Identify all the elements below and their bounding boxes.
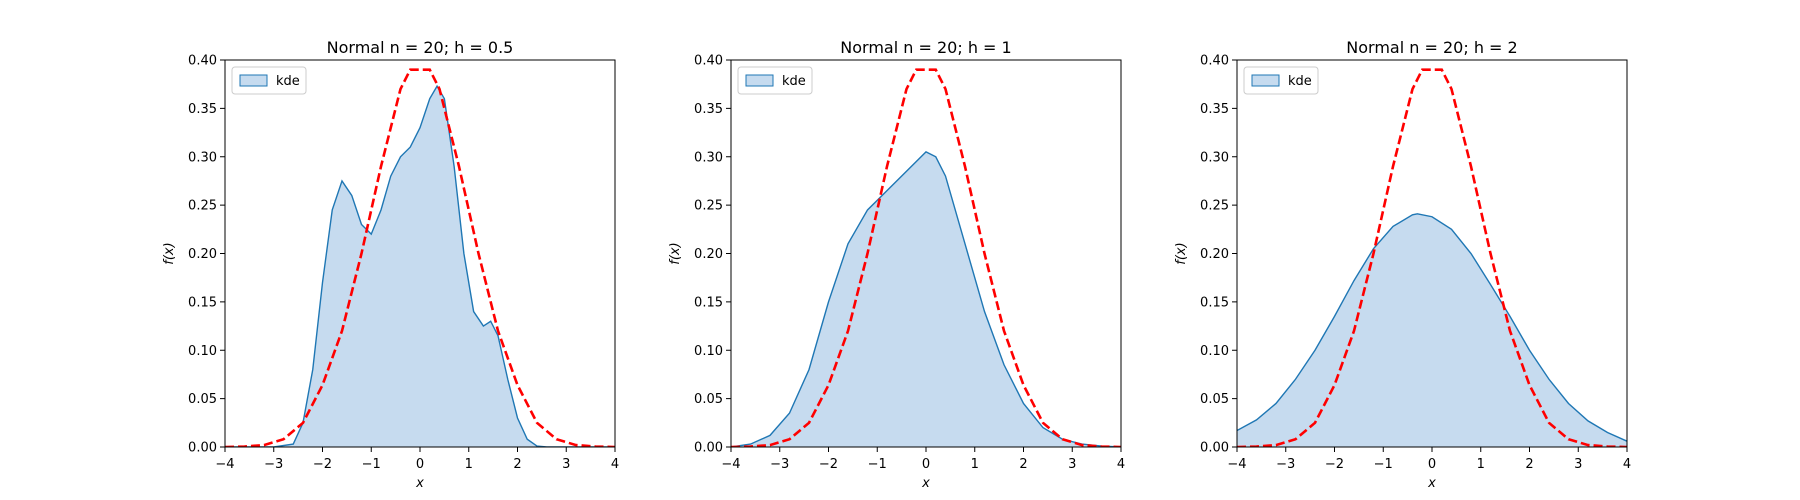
legend: kde [1243, 66, 1319, 95]
kde-curve-line [1237, 213, 1627, 442]
x-tick-label: −2 [1325, 457, 1344, 472]
y-tick-label: 0.30 [694, 150, 723, 165]
y-tick-label: 0.10 [1200, 344, 1229, 359]
legend-box [737, 66, 813, 95]
kde-area-fill [1237, 213, 1627, 447]
chart-title: Normal n = 20; h = 2 [1346, 38, 1517, 57]
y-tick-label: 0.00 [1200, 441, 1229, 456]
y-tick-label: 0.20 [694, 247, 723, 262]
kde-curve-line [225, 84, 615, 447]
x-tick-label: −3 [264, 457, 283, 472]
y-axis-label: f(x) [162, 242, 177, 264]
legend-label: kde [276, 74, 300, 89]
x-tick-label: 2 [1019, 457, 1027, 472]
x-tick-label: 2 [1525, 457, 1533, 472]
x-tick-label: 1 [465, 457, 473, 472]
legend-swatch [745, 74, 774, 87]
y-tick-label: 0.40 [188, 54, 217, 69]
chart-title: Normal n = 20; h = 1 [840, 38, 1011, 57]
x-tick-label: 4 [611, 457, 619, 472]
x-axis-label: x [1427, 476, 1436, 491]
y-tick-label: 0.25 [694, 199, 723, 214]
x-tick-label: 3 [1574, 457, 1582, 472]
legend-box [1243, 66, 1319, 95]
y-tick-label: 0.00 [188, 441, 217, 456]
true-density-dashed-line [225, 68, 615, 447]
y-tick-label: 0.05 [1200, 392, 1229, 407]
x-axis-label: x [415, 476, 424, 491]
y-tick-label: 0.25 [1200, 199, 1229, 214]
true-density-dashed-line [731, 68, 1121, 447]
x-tick-label: −3 [1276, 457, 1295, 472]
chart-panel-3: −4 −3 −2 −1 0 1 2 3 4 0.00 0.05 0.10 0.15 0.20 0.25 0.3… [1174, 38, 1631, 491]
x-tick-label: −4 [1227, 457, 1246, 472]
y-tick-label: 0.20 [1200, 247, 1229, 262]
y-tick-label: 0.40 [1200, 54, 1229, 69]
x-tick-label: 4 [1623, 457, 1631, 472]
x-tick-label: −1 [1374, 457, 1393, 472]
y-tick-label: 0.10 [694, 344, 723, 359]
y-tick-label: 0.35 [1200, 102, 1229, 117]
y-tick-label: 0.35 [188, 102, 217, 117]
legend-swatch [1251, 74, 1280, 87]
y-tick-label: 0.05 [694, 392, 723, 407]
x-tick-label: 1 [971, 457, 979, 472]
legend: kde [737, 66, 813, 95]
legend-label: kde [782, 74, 806, 89]
chart-panel-1: −4 −3 −2 −1 0 1 2 3 4 0.00 0.05 0.10 0.15 0.20 0.25 0.3… [162, 38, 619, 491]
kde-curve-line [731, 151, 1121, 447]
y-tick-label: 0.00 [694, 441, 723, 456]
y-tick-label: 0.30 [1200, 150, 1229, 165]
legend-label: kde [1288, 74, 1312, 89]
x-tick-label: −2 [313, 457, 332, 472]
x-tick-label: 3 [1068, 457, 1076, 472]
y-tick-label: 0.05 [188, 392, 217, 407]
true-density-dashed-line [1237, 68, 1627, 447]
y-tick-label: 0.25 [188, 199, 217, 214]
x-tick-label: −1 [868, 457, 887, 472]
y-tick-label: 0.15 [694, 295, 723, 310]
x-tick-label: 3 [562, 457, 570, 472]
legend-box [231, 66, 307, 95]
y-tick-label: 0.30 [188, 150, 217, 165]
y-tick-label: 0.20 [188, 247, 217, 262]
x-tick-label: 2 [513, 457, 521, 472]
legend-swatch [239, 74, 268, 87]
x-tick-label: 1 [1477, 457, 1485, 472]
y-axis-label: f(x) [1174, 242, 1189, 264]
x-tick-label: 4 [1117, 457, 1125, 472]
x-tick-label: 0 [416, 457, 424, 472]
y-tick-label: 0.35 [694, 102, 723, 117]
chart-title: Normal n = 20; h = 0.5 [327, 38, 514, 57]
x-tick-label: 0 [1428, 457, 1436, 472]
x-tick-label: −2 [819, 457, 838, 472]
chart-panel-2: −4 −3 −2 −1 0 1 2 3 4 0.00 0.05 0.10 0.15 0.20 0.25 0.3… [668, 38, 1125, 491]
y-tick-label: 0.40 [694, 54, 723, 69]
y-tick-label: 0.15 [1200, 295, 1229, 310]
x-tick-label: −4 [721, 457, 740, 472]
y-axis-label: f(x) [668, 242, 683, 264]
y-tick-label: 0.15 [188, 295, 217, 310]
legend: kde [231, 66, 307, 95]
kde-area-fill [225, 86, 615, 447]
x-axis-label: x [921, 476, 930, 491]
kde-area-fill [731, 151, 1121, 447]
x-tick-label: −3 [770, 457, 789, 472]
x-tick-label: −1 [362, 457, 381, 472]
x-tick-label: 0 [922, 457, 930, 472]
x-tick-label: −4 [215, 457, 234, 472]
y-tick-label: 0.10 [188, 344, 217, 359]
